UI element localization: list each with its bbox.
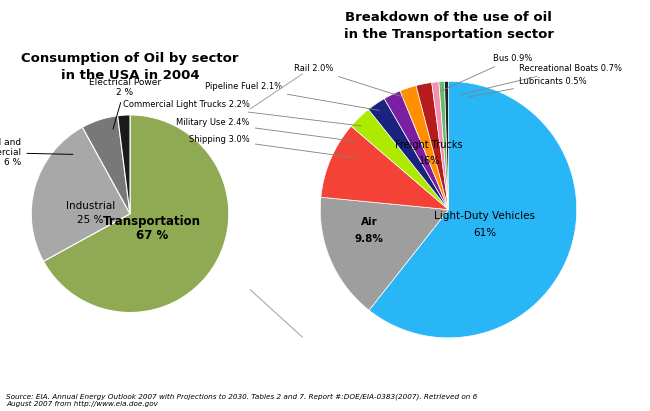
Text: Bus 0.9%: Bus 0.9% xyxy=(441,54,533,91)
Text: Source: EIA. Annual Energy Outlook 2007 with Projections to 2030. Tables 2 and 7: Source: EIA. Annual Energy Outlook 2007 … xyxy=(6,393,478,407)
Text: Industrial: Industrial xyxy=(66,201,115,211)
Wedge shape xyxy=(369,99,448,210)
Wedge shape xyxy=(416,83,448,210)
Text: 61%: 61% xyxy=(473,228,496,238)
Text: Rail 2.0%: Rail 2.0% xyxy=(294,64,404,97)
Wedge shape xyxy=(369,81,577,338)
Text: Lubricants 0.5%: Lubricants 0.5% xyxy=(469,77,587,97)
Text: Air: Air xyxy=(361,217,378,227)
Text: Shipping 3.0%: Shipping 3.0% xyxy=(189,134,356,158)
Text: Commercial Light Trucks 2.2%: Commercial Light Trucks 2.2% xyxy=(123,100,361,126)
Wedge shape xyxy=(400,85,448,210)
Text: 9.8%: 9.8% xyxy=(354,234,383,244)
Text: Military Use 2.4%: Military Use 2.4% xyxy=(176,118,355,141)
Wedge shape xyxy=(83,116,130,214)
Text: Freight Trucks: Freight Trucks xyxy=(395,141,463,150)
Title: Consumption of Oil by sector
in the USA in 2004: Consumption of Oil by sector in the USA … xyxy=(21,52,239,82)
Text: Electrical Power
2 %: Electrical Power 2 % xyxy=(89,78,161,129)
Text: Recreational Boats 0.7%: Recreational Boats 0.7% xyxy=(462,64,622,94)
Text: Pipeline Fuel 2.1%: Pipeline Fuel 2.1% xyxy=(205,82,379,111)
Wedge shape xyxy=(44,115,229,312)
Text: Light-Duty Vehicles: Light-Duty Vehicles xyxy=(434,211,535,221)
Wedge shape xyxy=(384,91,448,210)
Text: 67 %: 67 % xyxy=(136,229,168,242)
Text: 25 %: 25 % xyxy=(77,215,103,225)
Wedge shape xyxy=(432,82,448,210)
Wedge shape xyxy=(445,81,448,210)
Wedge shape xyxy=(118,115,130,214)
Wedge shape xyxy=(351,109,448,210)
Title: Breakdown of the use of oil
in the Transportation sector: Breakdown of the use of oil in the Trans… xyxy=(343,11,554,41)
Wedge shape xyxy=(321,126,448,210)
Wedge shape xyxy=(439,81,448,210)
Text: Transportation: Transportation xyxy=(103,215,201,228)
Wedge shape xyxy=(320,197,448,310)
Text: Residential and
Commercial
6 %: Residential and Commercial 6 % xyxy=(0,138,73,167)
Wedge shape xyxy=(31,127,130,261)
Text: 16%: 16% xyxy=(419,156,440,166)
